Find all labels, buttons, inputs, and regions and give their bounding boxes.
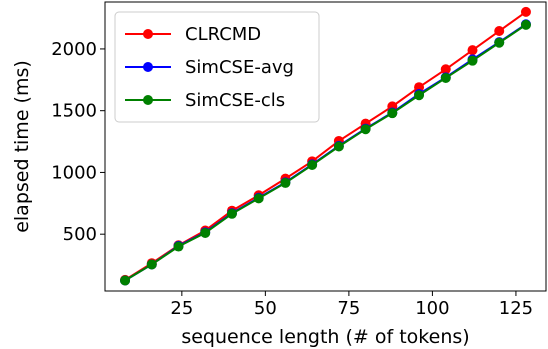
- x-tick-label: 75: [337, 298, 360, 319]
- legend-item: SimCSE-avg: [125, 57, 294, 78]
- data-point-simcse-cls: [494, 37, 505, 48]
- data-point-simcse-cls: [307, 160, 318, 171]
- data-point-simcse-cls: [440, 72, 451, 83]
- data-point-clrcmd: [440, 64, 451, 75]
- legend-item: CLRCMD: [125, 24, 261, 45]
- legend: CLRCMD SimCSE-avg SimCSE-cls: [114, 11, 320, 123]
- data-point-simcse-cls: [146, 259, 157, 270]
- legend-label-simcse-avg: SimCSE-avg: [185, 57, 294, 78]
- x-tick-label: 100: [415, 298, 449, 319]
- x-axis-label: sequence length (# of tokens): [181, 326, 469, 348]
- data-point-clrcmd: [467, 45, 478, 56]
- legend-marker-clrcmd: [143, 29, 153, 39]
- data-point-simcse-cls: [414, 90, 425, 101]
- legend-label-simcse-cls: SimCSE-cls: [185, 90, 285, 111]
- x-tick-label: 25: [170, 298, 193, 319]
- x-tick-label: 125: [499, 298, 533, 319]
- data-point-clrcmd: [494, 26, 505, 37]
- data-point-simcse-cls: [226, 208, 237, 219]
- data-point-clrcmd: [520, 6, 531, 17]
- legend-label-clrcmd: CLRCMD: [185, 24, 261, 45]
- axes-frame: [104, 1, 547, 292]
- data-point-simcse-cls: [253, 193, 264, 204]
- y-axis-label: elapsed time (ms): [11, 60, 33, 233]
- plot-area: [120, 6, 531, 286]
- series-line-clrcmd: [124, 11, 527, 281]
- y-tick-label: 500: [63, 224, 97, 245]
- data-point-simcse-cls: [333, 141, 344, 152]
- legend-box: [114, 11, 320, 123]
- axis-ticks: 25 50 75 100 125 500 1000 1500 2000: [51, 39, 533, 319]
- series-simcse-cls: [120, 19, 531, 286]
- legend-marker-simcse-cls: [143, 95, 153, 105]
- x-tick-label: 50: [254, 298, 277, 319]
- legend-item: SimCSE-cls: [125, 90, 285, 111]
- data-point-simcse-cls: [467, 55, 478, 66]
- data-point-simcse-cls: [200, 227, 211, 238]
- y-tick-label: 1500: [51, 101, 97, 122]
- y-tick-label: 1000: [51, 162, 97, 183]
- data-point-simcse-cls: [520, 19, 531, 30]
- y-tick-label: 2000: [51, 39, 97, 60]
- legend-marker-simcse-avg: [143, 62, 153, 72]
- series-line-simcse-cls: [124, 24, 527, 282]
- data-point-simcse-cls: [120, 275, 131, 286]
- data-point-simcse-cls: [280, 177, 291, 188]
- data-point-simcse-cls: [173, 241, 184, 252]
- data-point-simcse-cls: [387, 108, 398, 119]
- data-point-simcse-cls: [360, 124, 371, 135]
